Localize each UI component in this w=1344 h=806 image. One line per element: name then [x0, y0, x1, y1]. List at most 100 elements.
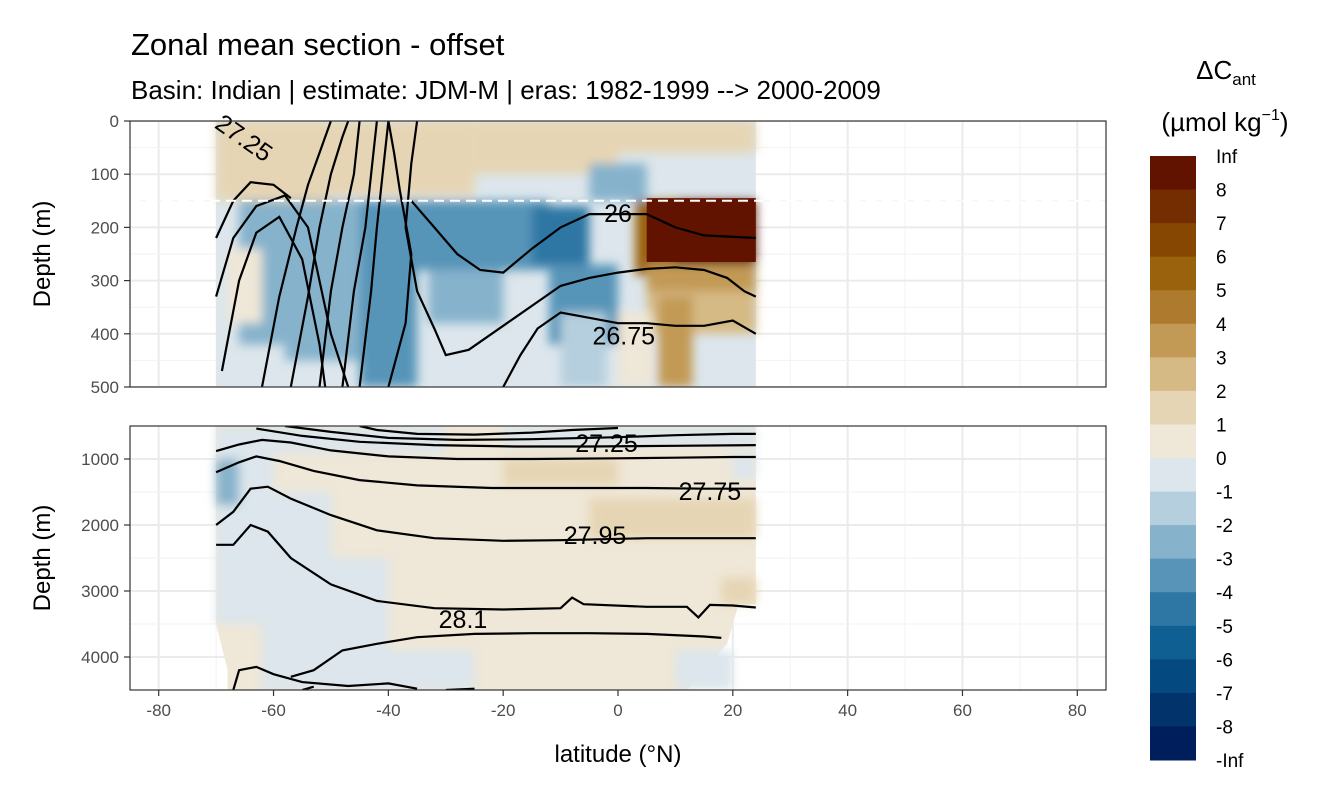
upper-panel-border: [129, 120, 1107, 388]
legend-colorbar: [1150, 156, 1196, 761]
contour-line: [215, 438, 756, 461]
legend-swatch: [1150, 189, 1196, 224]
legend-title: ΔCant: [1196, 55, 1256, 89]
legend-label: Inf: [1216, 147, 1238, 168]
contour-label: 26.75: [592, 322, 655, 350]
legend-unit: (µmol kg−1): [1161, 107, 1288, 137]
lower-panel-contours: [215, 426, 756, 690]
upper-panel-contours: [215, 121, 757, 387]
legend-label: -Inf: [1216, 751, 1244, 772]
contour-line: [359, 426, 619, 436]
x-axis: -80 -60 -40 -20 0 20 40 60 80: [146, 690, 1087, 720]
legend-label: 7: [1216, 214, 1227, 235]
lower-y-axis: 1000 2000 3000 4000: [81, 450, 130, 667]
contour-line: [260, 121, 332, 387]
legend-swatch: [1150, 290, 1196, 325]
contour-label: 27.95: [564, 522, 627, 550]
legend-swatch: [1150, 659, 1196, 694]
legend-label: 6: [1216, 248, 1227, 269]
contour-line: [220, 215, 327, 387]
contour-line: [216, 523, 756, 619]
chart-title: Zonal mean section - offset: [131, 27, 505, 62]
legend-swatch: [1150, 558, 1196, 593]
y-tick-label: 1000: [81, 450, 119, 469]
field-patch: [216, 121, 331, 201]
legend-label: -6: [1216, 650, 1233, 671]
field-patch: [216, 459, 240, 506]
contour-label: 28.1: [439, 606, 488, 634]
upper-y-axis-title: Depth (m): [29, 201, 56, 308]
upper-panel-field: [216, 121, 756, 387]
field-patch: [675, 650, 733, 690]
field-patch: [618, 312, 653, 387]
legend-swatch: [1150, 491, 1196, 526]
legend-label: 8: [1216, 181, 1227, 202]
field-patch: [589, 163, 647, 201]
contour-label: 27.25: [575, 430, 638, 458]
legend-labels: Inf 8 7 6 5 4 3 2 1 0 -1 -2 -3 -4 -5 -6 -7 -8 -Inf: [1216, 147, 1244, 772]
lower-y-axis-title: Depth (m): [29, 505, 56, 612]
legend-label: 2: [1216, 382, 1227, 403]
field-patch: [405, 200, 550, 270]
contour-line: [256, 427, 756, 448]
x-tick-label: -80: [146, 701, 171, 720]
legend-swatch: [1150, 726, 1196, 761]
y-tick-label: 400: [91, 325, 119, 344]
lower-panel-contour-labels: 27.25 27.75 27.95 28.1: [439, 430, 741, 634]
legend-swatch: [1150, 357, 1196, 392]
x-tick-label: -40: [376, 701, 401, 720]
legend-swatch: [1150, 458, 1196, 493]
legend-label: 5: [1216, 281, 1227, 302]
contour-line: [284, 426, 756, 442]
chart-subtitle: Basin: Indian | estimate: JDM-M | eras: …: [131, 75, 881, 105]
contour-line: [341, 121, 378, 387]
legend-label: 0: [1216, 449, 1227, 470]
contour-line: [358, 121, 390, 387]
x-tick-label: 40: [838, 701, 857, 720]
field-patch: [428, 269, 504, 324]
legend-label: -1: [1216, 483, 1233, 504]
legend-label: 1: [1216, 415, 1227, 436]
legend-swatch: [1150, 156, 1196, 191]
legend-label: -5: [1216, 617, 1233, 638]
legend-swatch: [1150, 390, 1196, 425]
field-patch: [646, 198, 756, 262]
y-tick-label: 300: [91, 272, 119, 291]
legend-label: -4: [1216, 583, 1233, 604]
field-patch: [531, 206, 590, 265]
y-tick-label: 4000: [81, 648, 119, 667]
contour-line: [232, 665, 418, 690]
contour-line: [318, 121, 361, 387]
legend-swatch: [1150, 592, 1196, 627]
field-patch: [732, 452, 756, 479]
y-tick-label: 2000: [81, 516, 119, 535]
contour-line: [404, 121, 757, 357]
legend-swatch: [1150, 223, 1196, 258]
legend-label: -2: [1216, 516, 1233, 537]
legend-label: -8: [1216, 717, 1233, 738]
contour-line: [290, 632, 722, 678]
y-tick-label: 0: [110, 112, 119, 131]
contour-line: [215, 485, 756, 542]
legend-swatch: [1150, 692, 1196, 727]
legend-swatch: [1150, 424, 1196, 459]
x-tick-label: 20: [723, 701, 742, 720]
legend-swatch: [1150, 525, 1196, 560]
x-tick-label: 80: [1068, 701, 1087, 720]
x-axis-title: latitude (°N): [555, 741, 682, 768]
field-patch: [721, 577, 756, 605]
x-tick-label: -60: [261, 701, 286, 720]
y-tick-label: 500: [91, 378, 119, 397]
field-patch: [560, 312, 607, 387]
contour-line: [215, 181, 292, 239]
legend: ΔCant (µmol kg−1) Inf 8 7 6 5 4 3 2 1 0 -1 -2 -3 -4 -5…: [1150, 55, 1289, 772]
contour-line: [215, 455, 756, 490]
x-tick-label: 60: [953, 701, 972, 720]
upper-y-axis: 0 100 200 300 400 500: [91, 112, 130, 397]
field-patch: [589, 498, 756, 539]
contour-label: 26: [604, 200, 632, 228]
field-patch: [503, 459, 618, 486]
contour-line: [410, 200, 756, 274]
